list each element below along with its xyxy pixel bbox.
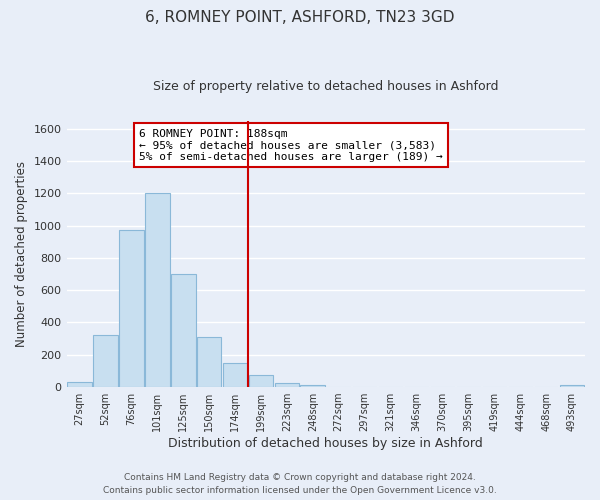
Bar (93, 336, 118, 387)
Text: 6 ROMNEY POINT: 188sqm
← 95% of detached houses are smaller (3,583)
5% of semi-d: 6 ROMNEY POINT: 188sqm ← 95% of detached… (139, 128, 443, 162)
Title: Size of property relative to detached houses in Ashford: Size of property relative to detached ho… (153, 80, 499, 93)
Bar (197, 337, 221, 387)
Bar (248, 375, 273, 387)
Y-axis label: Number of detached properties: Number of detached properties (15, 161, 28, 347)
Bar (275, 383, 299, 387)
Bar (119, 230, 143, 387)
Bar (223, 363, 247, 387)
Bar (560, 384, 584, 387)
Bar (145, 193, 170, 387)
Text: Contains HM Land Registry data © Crown copyright and database right 2024.
Contai: Contains HM Land Registry data © Crown c… (103, 474, 497, 495)
Text: 6, ROMNEY POINT, ASHFORD, TN23 3GD: 6, ROMNEY POINT, ASHFORD, TN23 3GD (145, 10, 455, 25)
Bar (301, 384, 325, 387)
X-axis label: Distribution of detached houses by size in Ashford: Distribution of detached houses by size … (169, 437, 483, 450)
Bar (67, 382, 92, 387)
Bar (171, 274, 196, 387)
